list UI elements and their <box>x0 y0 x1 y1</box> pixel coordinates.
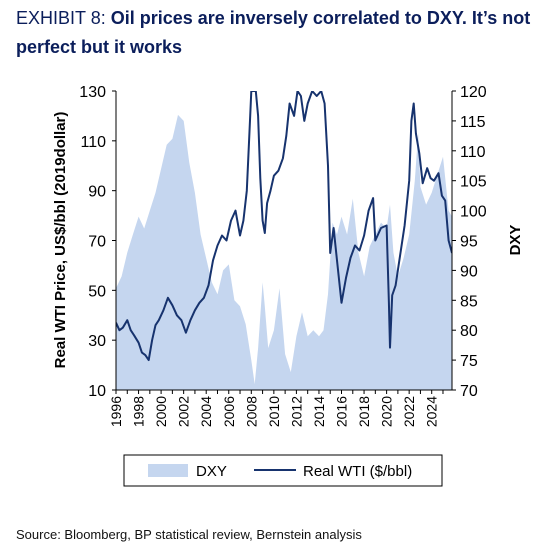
axes-layer: 10 30 50 70 90 110 130 70 75 80 85 90 95 100 105 110 115… <box>79 84 487 427</box>
y-left-tick-label: 130 <box>79 84 106 101</box>
y-left-tick-label: 110 <box>80 134 106 151</box>
y-right-tick-label: 120 <box>460 84 487 101</box>
x-tick-label: 2008 <box>243 396 259 427</box>
y-axis-left-title: Real WTI Price, US$/bbl (2019dollar) <box>52 112 69 369</box>
x-tick-label: 2014 <box>311 396 327 427</box>
y-right-tick-label: 95 <box>460 234 478 251</box>
y-right-tick-label: 110 <box>460 144 486 161</box>
source-note: Source: Bloomberg, BP statistical review… <box>16 527 362 542</box>
y-left-tick-label: 70 <box>88 234 106 251</box>
x-tick-label: 2004 <box>198 396 214 427</box>
legend-label-wti: Real WTI ($/bbl) <box>303 463 412 480</box>
x-tick-label: 2000 <box>153 396 169 427</box>
wti-line <box>116 91 452 362</box>
x-tick-label: 2006 <box>221 396 237 427</box>
chart-headline: Oil prices are inversely correlated to D… <box>16 8 531 57</box>
y-right-tick-label: 105 <box>460 174 487 191</box>
legend-label-dxy: DXY <box>196 463 227 480</box>
x-tick-label: 2012 <box>288 396 304 427</box>
y-right-tick-label: 100 <box>460 204 487 221</box>
y-right-tick-label: 90 <box>460 263 478 280</box>
y-right-tick-label: 85 <box>460 293 478 310</box>
chart-title: EXHIBIT 8: Oil prices are inversely corr… <box>16 4 546 62</box>
dxy-area <box>116 114 452 390</box>
exhibit-label: EXHIBIT 8: <box>16 8 106 28</box>
x-tick-label: 2010 <box>266 396 282 427</box>
y-right-tick-label: 115 <box>460 114 486 131</box>
y-right-tick-label: 75 <box>460 353 478 370</box>
y-left-tick-label: 50 <box>88 283 106 300</box>
x-tick-label: 2020 <box>379 396 395 427</box>
x-tick-label: 1996 <box>108 396 124 427</box>
legend: DXY Real WTI ($/bbl) <box>123 454 443 487</box>
y-axis-right-title: DXY <box>507 225 524 256</box>
y-right-tick-label: 80 <box>460 323 478 340</box>
y-left-tick-label: 90 <box>88 184 106 201</box>
x-tick-label: 1998 <box>131 396 147 427</box>
x-tick-label: 2018 <box>356 396 372 427</box>
wti-series-layer <box>116 91 452 362</box>
y-left-tick-label: 30 <box>88 333 106 350</box>
legend-swatch-dxy <box>148 464 188 477</box>
x-tick-label: 2002 <box>176 396 192 427</box>
y-left-tick-label: 10 <box>88 383 106 400</box>
x-tick-label: 2024 <box>424 396 440 427</box>
x-tick-label: 2022 <box>401 396 417 427</box>
x-tick-label: 2016 <box>334 396 350 427</box>
dxy-series-layer <box>116 114 452 390</box>
y-right-tick-label: 70 <box>460 383 478 400</box>
